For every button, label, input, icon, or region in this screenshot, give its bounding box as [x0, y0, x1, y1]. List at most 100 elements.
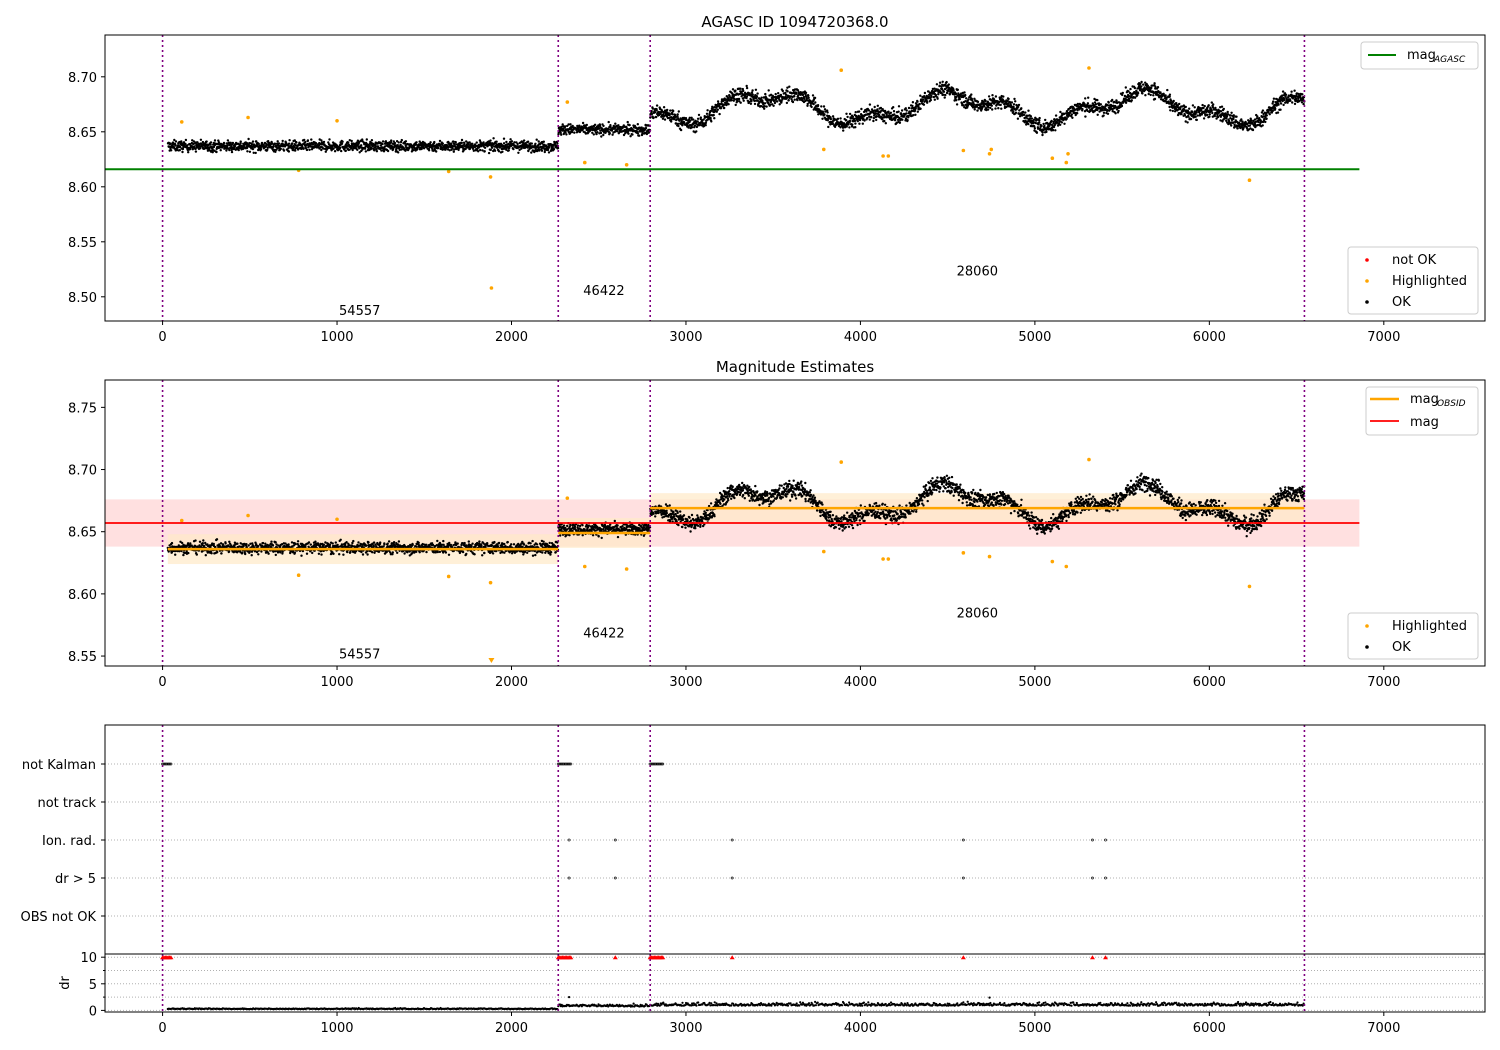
ok-point	[987, 95, 991, 98]
ok-point	[739, 87, 742, 90]
ok-point	[1219, 110, 1223, 113]
ok-point	[1265, 114, 1269, 117]
ok-point	[900, 109, 904, 112]
ok-point	[517, 151, 520, 154]
ok-point	[1293, 89, 1296, 92]
ok-point	[956, 88, 959, 92]
ok-point	[1065, 117, 1068, 120]
ok-point	[1261, 109, 1265, 112]
ok-point	[380, 149, 383, 152]
ok-point	[609, 124, 612, 127]
ok-point	[571, 130, 574, 134]
ok-point	[1102, 114, 1105, 117]
highlighted-point	[565, 100, 570, 104]
ok-point	[348, 148, 351, 151]
ok-point	[357, 541, 360, 544]
ok-point	[187, 151, 190, 154]
ok-point	[674, 122, 678, 125]
ok-point	[370, 139, 374, 142]
ok-point	[404, 140, 408, 143]
ok-point	[510, 140, 514, 143]
ok-point	[547, 151, 551, 154]
ok-point	[1282, 103, 1285, 107]
ok-point	[994, 95, 998, 98]
ok-point	[716, 108, 719, 111]
ok-point	[1283, 98, 1286, 102]
highlighted-point	[881, 154, 885, 158]
ok-point	[538, 149, 541, 152]
ok-point	[897, 110, 900, 113]
ok-point	[1129, 87, 1132, 91]
ok-point	[826, 111, 829, 114]
ok-point	[465, 140, 468, 143]
ok-point	[938, 81, 942, 84]
ok-point	[578, 124, 581, 127]
ok-point	[692, 118, 695, 121]
ok-point	[751, 93, 754, 96]
ok-point	[796, 98, 799, 102]
ok-point	[1235, 115, 1238, 118]
ok-point	[781, 89, 784, 93]
ok-point	[967, 98, 970, 101]
ok-point	[201, 542, 204, 545]
ok-point	[454, 141, 457, 144]
ok-point	[1249, 119, 1253, 122]
ok-point	[934, 93, 938, 97]
ok-point	[481, 149, 484, 152]
ok-point	[1087, 96, 1090, 99]
ok-point	[438, 139, 442, 143]
ok-point	[889, 111, 893, 115]
ok-point	[407, 147, 411, 150]
ok-point	[508, 146, 511, 149]
highlighted-point	[582, 160, 587, 165]
ok-point	[361, 138, 364, 141]
ok-point	[1038, 119, 1041, 122]
ok-point	[271, 544, 275, 547]
ok-point	[1272, 97, 1276, 100]
x-tick-label: 4000	[844, 330, 877, 345]
ok-point	[989, 106, 992, 110]
ok-point	[976, 109, 979, 112]
x-tick-label: 3000	[669, 330, 702, 345]
ok-point	[213, 139, 217, 142]
ok-point	[1070, 113, 1074, 116]
ok-point	[239, 140, 242, 143]
ok-point	[845, 119, 848, 122]
ok-point	[520, 147, 523, 150]
ok-point	[1213, 114, 1217, 118]
ok-point	[471, 147, 475, 150]
ok-point	[316, 542, 320, 545]
x-tick-label: 1000	[320, 330, 353, 345]
ok-point	[923, 91, 927, 95]
ok-point	[914, 107, 917, 110]
ok-point	[820, 105, 823, 108]
ok-point	[1230, 111, 1233, 115]
ok-point	[1024, 111, 1027, 114]
ok-point	[955, 99, 958, 102]
ok-point	[1000, 107, 1003, 110]
ok-point	[347, 141, 350, 144]
ok-point	[560, 125, 563, 128]
ok-point	[1081, 107, 1084, 111]
ok-point	[598, 124, 602, 127]
ok-point	[199, 138, 203, 141]
ok-point	[254, 151, 257, 155]
ok-point	[906, 119, 909, 122]
ok-point	[876, 104, 879, 108]
ok-point	[848, 119, 852, 123]
ok-point	[1208, 113, 1212, 116]
ok-point	[763, 105, 766, 108]
ok-point	[256, 545, 260, 548]
ok-point	[1084, 97, 1087, 100]
highlighted-point	[961, 148, 966, 153]
ok-point	[194, 539, 197, 542]
ok-point	[1099, 103, 1103, 106]
ok-point	[1207, 104, 1210, 107]
ok-point	[340, 149, 343, 153]
ok-point	[1038, 116, 1041, 120]
ok-point	[734, 89, 737, 92]
ok-point	[373, 149, 376, 152]
ok-point	[396, 551, 399, 554]
